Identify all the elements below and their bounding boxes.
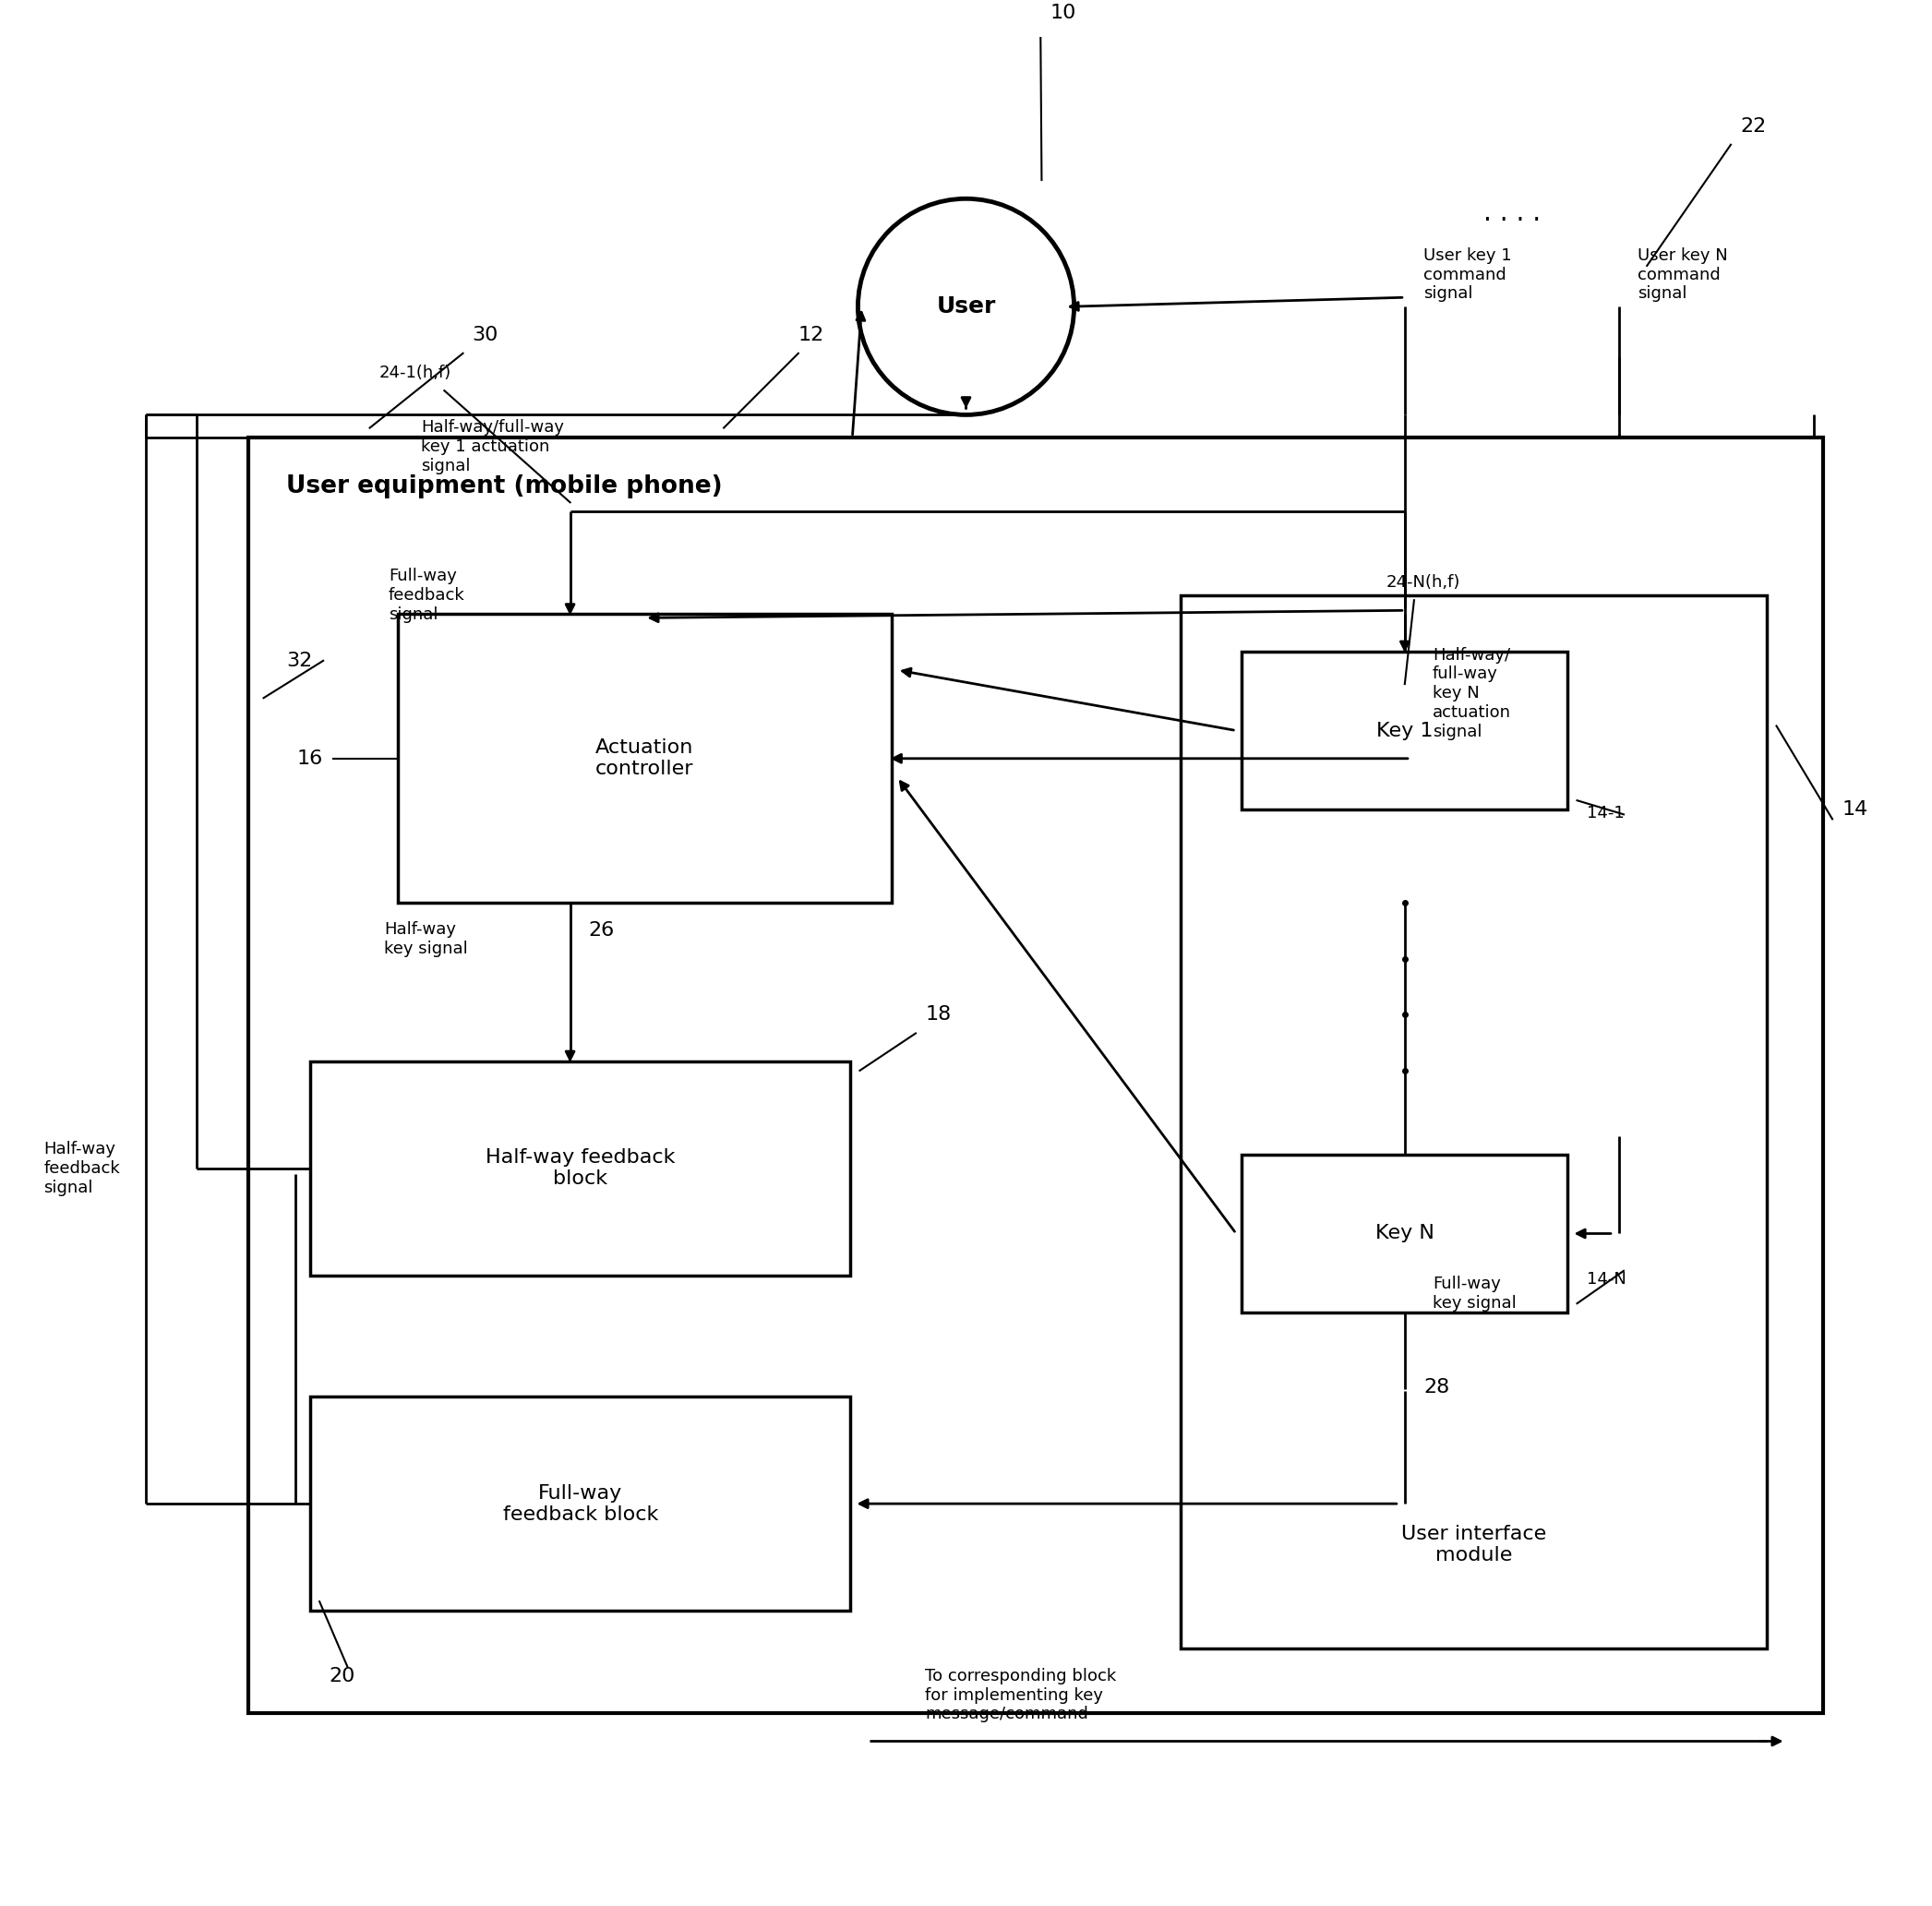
Text: 18: 18 [925, 1006, 951, 1024]
Text: 14-1: 14-1 [1586, 804, 1625, 821]
Text: 14: 14 [1841, 801, 1868, 820]
Text: User: User [937, 295, 995, 318]
Text: 26: 26 [589, 921, 614, 940]
Text: Key 1: Key 1 [1376, 720, 1434, 740]
Text: To corresponding block
for implementing key
message/command: To corresponding block for implementing … [925, 1668, 1117, 1723]
Text: User equipment (mobile phone): User equipment (mobile phone) [286, 475, 723, 497]
Bar [398, 614, 891, 903]
Text: 20: 20 [328, 1666, 355, 1685]
Text: Full-way
key signal: Full-way key signal [1434, 1275, 1517, 1311]
Text: Half-way feedback
block: Half-way feedback block [485, 1149, 674, 1187]
Text: Half-way/
full-way
key N
actuation
signal: Half-way/ full-way key N actuation signa… [1434, 646, 1511, 740]
Text: 24-N(h,f): 24-N(h,f) [1385, 574, 1461, 591]
Text: Full-way
feedback
signal: Full-way feedback signal [388, 568, 466, 623]
Text: User key 1
command
signal: User key 1 command signal [1424, 248, 1511, 303]
Text: 28: 28 [1424, 1378, 1449, 1397]
Bar [311, 1062, 850, 1275]
Bar [249, 436, 1824, 1713]
Bar [1242, 1155, 1567, 1313]
Text: User key N
command
signal: User key N command signal [1638, 248, 1727, 303]
Text: 14-N: 14-N [1586, 1271, 1627, 1287]
Text: Key N: Key N [1376, 1224, 1434, 1243]
Text: 32: 32 [286, 652, 313, 669]
Bar [1180, 595, 1768, 1649]
Text: 24-1(h,f): 24-1(h,f) [379, 364, 452, 381]
Text: 10: 10 [1049, 4, 1076, 21]
Bar [1242, 652, 1567, 810]
Text: . . . .: . . . . [1484, 200, 1540, 227]
Text: Half-way
feedback
signal: Half-way feedback signal [44, 1142, 120, 1195]
Text: User interface
module: User interface module [1401, 1525, 1546, 1565]
Text: 22: 22 [1741, 116, 1766, 135]
Text: 12: 12 [798, 326, 825, 343]
Text: Half-way/full-way
key 1 actuation
signal: Half-way/full-way key 1 actuation signal [421, 419, 564, 475]
Bar [311, 1397, 850, 1611]
Text: Full-way
feedback block: Full-way feedback block [502, 1483, 659, 1523]
Text: Half-way
key signal: Half-way key signal [384, 921, 468, 957]
Text: Actuation
controller: Actuation controller [595, 740, 694, 778]
Text: 16: 16 [298, 749, 323, 768]
Text: 30: 30 [471, 326, 498, 343]
